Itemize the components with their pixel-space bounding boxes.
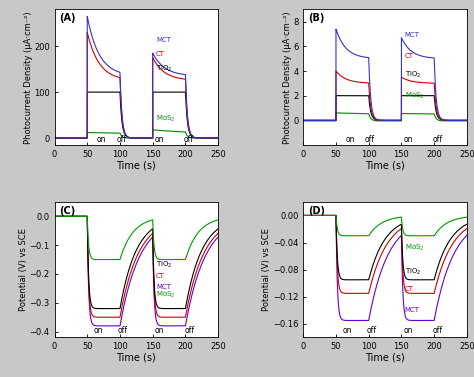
Text: TiO$_2$: TiO$_2$ <box>156 63 173 74</box>
Y-axis label: Photocurrent Density (μA·cm⁻²): Photocurrent Density (μA·cm⁻²) <box>24 11 33 144</box>
Y-axis label: Potential (V) vs SCE: Potential (V) vs SCE <box>19 228 28 311</box>
Text: TiO$_2$: TiO$_2$ <box>405 70 421 80</box>
Text: CT: CT <box>405 287 414 292</box>
Text: on: on <box>97 135 106 144</box>
Text: off: off <box>366 326 376 336</box>
Text: TiO$_2$: TiO$_2$ <box>405 267 421 277</box>
Text: on: on <box>342 326 352 336</box>
Text: MoS$_2$: MoS$_2$ <box>156 113 175 124</box>
Text: off: off <box>118 325 128 334</box>
Text: MCT: MCT <box>405 307 419 313</box>
Text: off: off <box>183 135 194 144</box>
Text: (D): (D) <box>308 206 325 216</box>
Text: off: off <box>433 326 443 336</box>
Text: (C): (C) <box>59 206 76 216</box>
Text: on: on <box>346 135 355 144</box>
Text: off: off <box>365 135 375 144</box>
Text: MoS$_2$: MoS$_2$ <box>156 290 175 300</box>
Text: MoS$_2$: MoS$_2$ <box>405 90 424 101</box>
Text: CT: CT <box>405 53 414 59</box>
Text: MCT: MCT <box>156 37 171 43</box>
Text: on: on <box>403 326 413 336</box>
Text: (B): (B) <box>308 14 325 23</box>
Text: CT: CT <box>156 51 165 57</box>
Y-axis label: Potential (V) vs SCE: Potential (V) vs SCE <box>263 228 272 311</box>
X-axis label: Time (s): Time (s) <box>365 352 405 363</box>
X-axis label: Time (s): Time (s) <box>117 160 156 170</box>
Text: off: off <box>116 135 127 144</box>
Text: on: on <box>155 325 164 334</box>
X-axis label: Time (s): Time (s) <box>117 352 156 363</box>
Text: MCT: MCT <box>405 32 419 38</box>
Text: off: off <box>184 325 194 334</box>
X-axis label: Time (s): Time (s) <box>365 160 405 170</box>
Text: on: on <box>155 135 164 144</box>
Text: MCT: MCT <box>156 284 171 290</box>
Y-axis label: Photocurrent Density (μA·cm⁻²): Photocurrent Density (μA·cm⁻²) <box>283 11 292 144</box>
Text: TiO$_2$: TiO$_2$ <box>156 260 173 270</box>
Text: MoS$_2$: MoS$_2$ <box>405 242 424 253</box>
Text: on: on <box>403 135 413 144</box>
Text: off: off <box>432 135 443 144</box>
Text: CT: CT <box>156 273 165 279</box>
Text: (A): (A) <box>59 14 76 23</box>
Text: on: on <box>94 325 103 334</box>
